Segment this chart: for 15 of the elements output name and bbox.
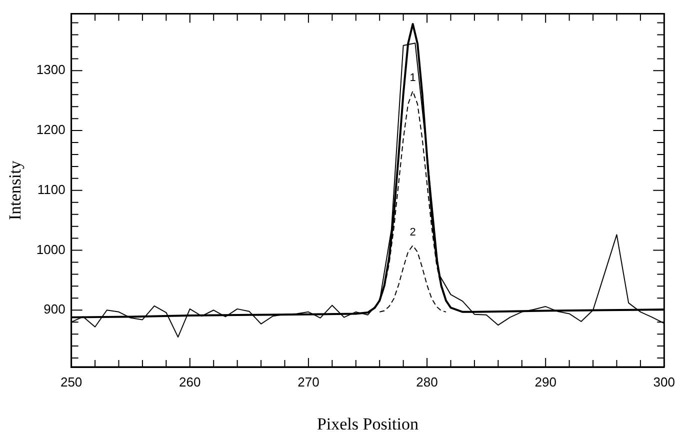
x-tick-label: 260 [179, 374, 201, 390]
x-tick-label: 250 [60, 374, 82, 390]
y-tick-label: 1300 [36, 62, 66, 78]
y-axis-title: Intensity [6, 160, 25, 220]
y-tick-label: 1100 [37, 182, 66, 197]
x-tick-label: 270 [298, 374, 320, 390]
y-tick-label: 1200 [36, 122, 66, 138]
x-tick-label: 280 [416, 374, 438, 390]
x-tick-label: 290 [534, 374, 556, 390]
y-tick-label: 1000 [36, 242, 66, 257]
y-tick-label: 900 [44, 302, 66, 317]
x-axis-title: Pixels Position [316, 414, 420, 434]
x-tick-label: 300 [653, 374, 676, 390]
annotation: 1 [410, 72, 416, 84]
annotation: 2 [410, 226, 416, 239]
